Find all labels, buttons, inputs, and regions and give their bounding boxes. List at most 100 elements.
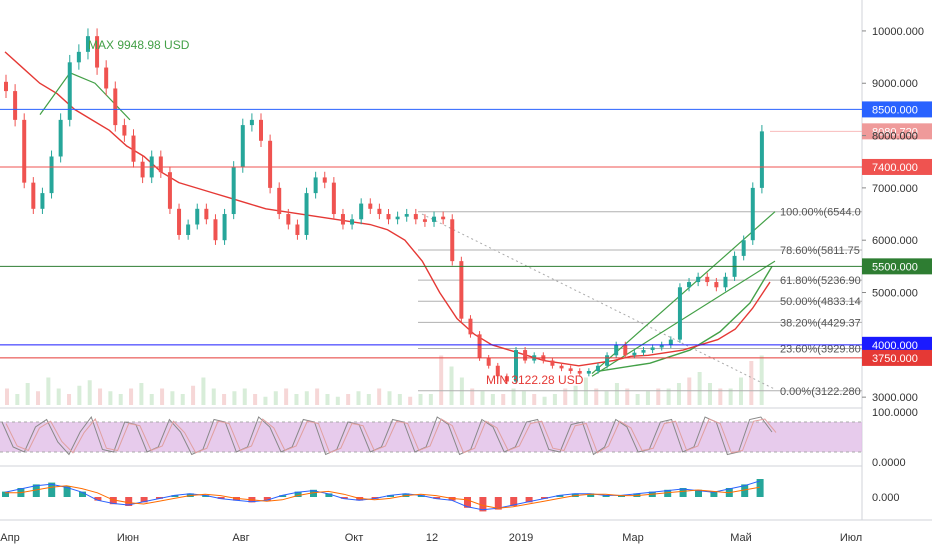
volume-bar — [511, 388, 516, 405]
volume-bar — [749, 361, 754, 405]
candle-body — [167, 172, 172, 209]
candle-body — [186, 224, 191, 235]
candle-body — [568, 368, 573, 371]
macd-histogram-bar — [371, 497, 379, 499]
time-axis[interactable]: Апр Июн Авг Окт 12 2019 Мар Май Июл — [0, 532, 862, 544]
channel-upper — [591, 211, 776, 375]
volume-bar — [397, 394, 402, 405]
candle-body — [104, 67, 109, 89]
candle-body — [495, 365, 500, 377]
y-tick-label: 6000.000 — [872, 235, 918, 247]
candle-body — [313, 177, 318, 194]
candle-body — [750, 187, 755, 241]
candle-body — [650, 347, 655, 351]
candle-body — [614, 344, 619, 356]
volume-bar — [573, 385, 578, 405]
volume-bar — [428, 394, 433, 405]
oscillator-line — [1, 415, 773, 456]
macd-histogram-bar — [48, 482, 56, 497]
candle-body — [304, 193, 309, 235]
macd-histogram-bar — [479, 497, 487, 512]
volume-bar — [449, 366, 454, 405]
candle-body — [95, 36, 100, 68]
volume-bar — [676, 383, 681, 405]
candle-body — [158, 156, 163, 173]
candle-body — [677, 287, 682, 340]
volume-bar — [191, 385, 196, 405]
volume-bar — [15, 394, 20, 405]
candle-body — [277, 187, 282, 215]
level-badge-label: 5500.000 — [872, 261, 918, 273]
candle-body — [459, 261, 464, 319]
volume-bar — [480, 391, 485, 405]
volume-bar — [697, 372, 702, 405]
horizontal-levels[interactable]: 8500.000 7400.000 5500.000 4000.0003750.000… — [0, 101, 932, 366]
candle-body — [659, 344, 664, 348]
volume-bar — [304, 391, 309, 405]
macd-histogram-bar — [79, 491, 86, 497]
candle-body — [450, 219, 455, 262]
candle-body — [213, 219, 218, 241]
candle-body — [13, 91, 18, 120]
current-price-label: 8080.720 — [872, 126, 918, 138]
volume-bar — [232, 391, 237, 405]
candle-body — [623, 344, 628, 356]
volume-bar — [521, 391, 526, 405]
level-badge-label: 3750.000 — [872, 353, 918, 365]
candle-body — [222, 214, 227, 241]
level-badge — [862, 336, 932, 353]
macd-histogram-bar — [464, 497, 471, 508]
volume-bar — [552, 394, 557, 405]
volume-bar — [645, 391, 650, 405]
candle-body — [605, 355, 610, 366]
price-axis[interactable]: 10000.000 9000.000 8000.000 7000.000 6000.00… — [862, 26, 924, 404]
candle-body — [259, 119, 263, 141]
macd-histogram-bar — [494, 497, 502, 510]
y-tick-label: 3000.000 — [872, 392, 918, 404]
volume-bar — [180, 394, 185, 405]
volume-bar — [98, 388, 103, 405]
candle-body — [586, 370, 591, 374]
candle-body — [268, 140, 273, 188]
volume-bar — [242, 388, 247, 405]
oscillator-tick-label: 100.0000 — [872, 407, 918, 419]
candlesticks — [4, 28, 764, 385]
volume-bar — [625, 388, 630, 405]
x-tick-label: Мар — [622, 532, 644, 544]
volume-bar — [149, 394, 154, 405]
volume-bar — [718, 388, 723, 405]
volume-bar — [222, 394, 227, 405]
volume-bar — [666, 388, 671, 405]
macd-histogram-bar — [587, 493, 595, 497]
x-tick-label: Июн — [117, 532, 139, 544]
candle-body — [668, 339, 673, 345]
macd-histogram-bar — [340, 497, 348, 499]
oscillator-band — [0, 422, 862, 452]
volume-bar — [325, 394, 330, 405]
level-badge-label: 4000.000 — [872, 340, 918, 352]
macd-histogram-bar — [202, 495, 210, 497]
level-badge — [862, 101, 932, 118]
candle-body — [131, 135, 136, 162]
volume-bar — [284, 388, 289, 405]
candle-body — [295, 224, 300, 235]
level-badge — [862, 349, 932, 366]
ma-short-line — [39, 72, 131, 121]
candle-body — [422, 219, 427, 222]
x-tick-label: 2019 — [509, 532, 533, 544]
dotted-trend-line — [421, 213, 776, 390]
min-annotation: MIN 3122.28 USD — [486, 373, 584, 387]
macd-histogram-bar — [109, 497, 117, 505]
candle-body — [577, 370, 582, 374]
volume-bar — [656, 388, 661, 405]
candle-body — [687, 282, 692, 288]
volume-bar — [728, 388, 733, 405]
trend-lines — [421, 211, 776, 390]
y-tick-label: 5000.000 — [872, 288, 918, 300]
macd-tick-label: 0.000 — [872, 492, 900, 504]
candle-body — [331, 182, 336, 215]
macd-histogram-bar — [263, 497, 271, 501]
candle-body — [249, 119, 254, 126]
x-tick-label: 12 — [426, 532, 438, 544]
